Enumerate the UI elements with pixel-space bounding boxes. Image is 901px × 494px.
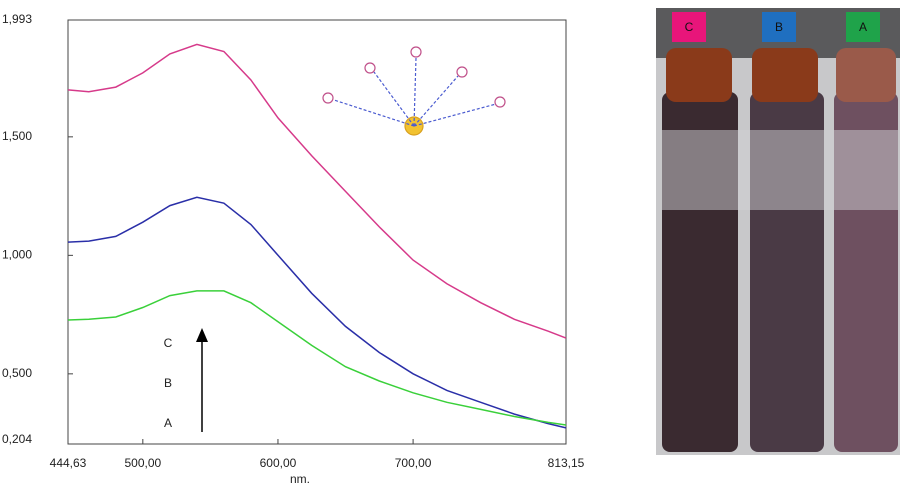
series-line [67,43,567,339]
series-line [67,290,567,426]
x-axis-label: nm. [290,472,310,486]
arrow-head [196,328,208,342]
curve-annotation: C [164,336,173,350]
plot-frame [67,19,567,445]
x-tick-label: 813,15 [548,456,585,470]
vial-label-box [672,12,706,42]
vial-label: C [685,20,694,34]
curve-annotation: B [164,376,172,390]
x-tick-label: 600,00 [260,456,297,470]
curve-annotation: A [164,416,172,430]
y-tick-label: 1,500 [2,129,32,143]
y-tick-label: 1,993 [2,12,32,26]
x-tick-label: 500,00 [124,456,161,470]
y-tick-label: 1,000 [2,248,32,262]
vial-label: B [775,20,783,34]
x-tick-label: 700,00 [395,456,432,470]
vial-label: A [859,20,867,34]
vial-label-box [762,12,796,42]
y-tick-label: 0,500 [2,366,32,380]
x-tick-label: 444,63 [50,456,87,470]
molecule-illustration [322,46,506,136]
y-tick-label: 0,204 [2,432,32,446]
vial-label-box [846,12,880,42]
vials-photo [656,8,900,455]
series-line [67,196,567,429]
